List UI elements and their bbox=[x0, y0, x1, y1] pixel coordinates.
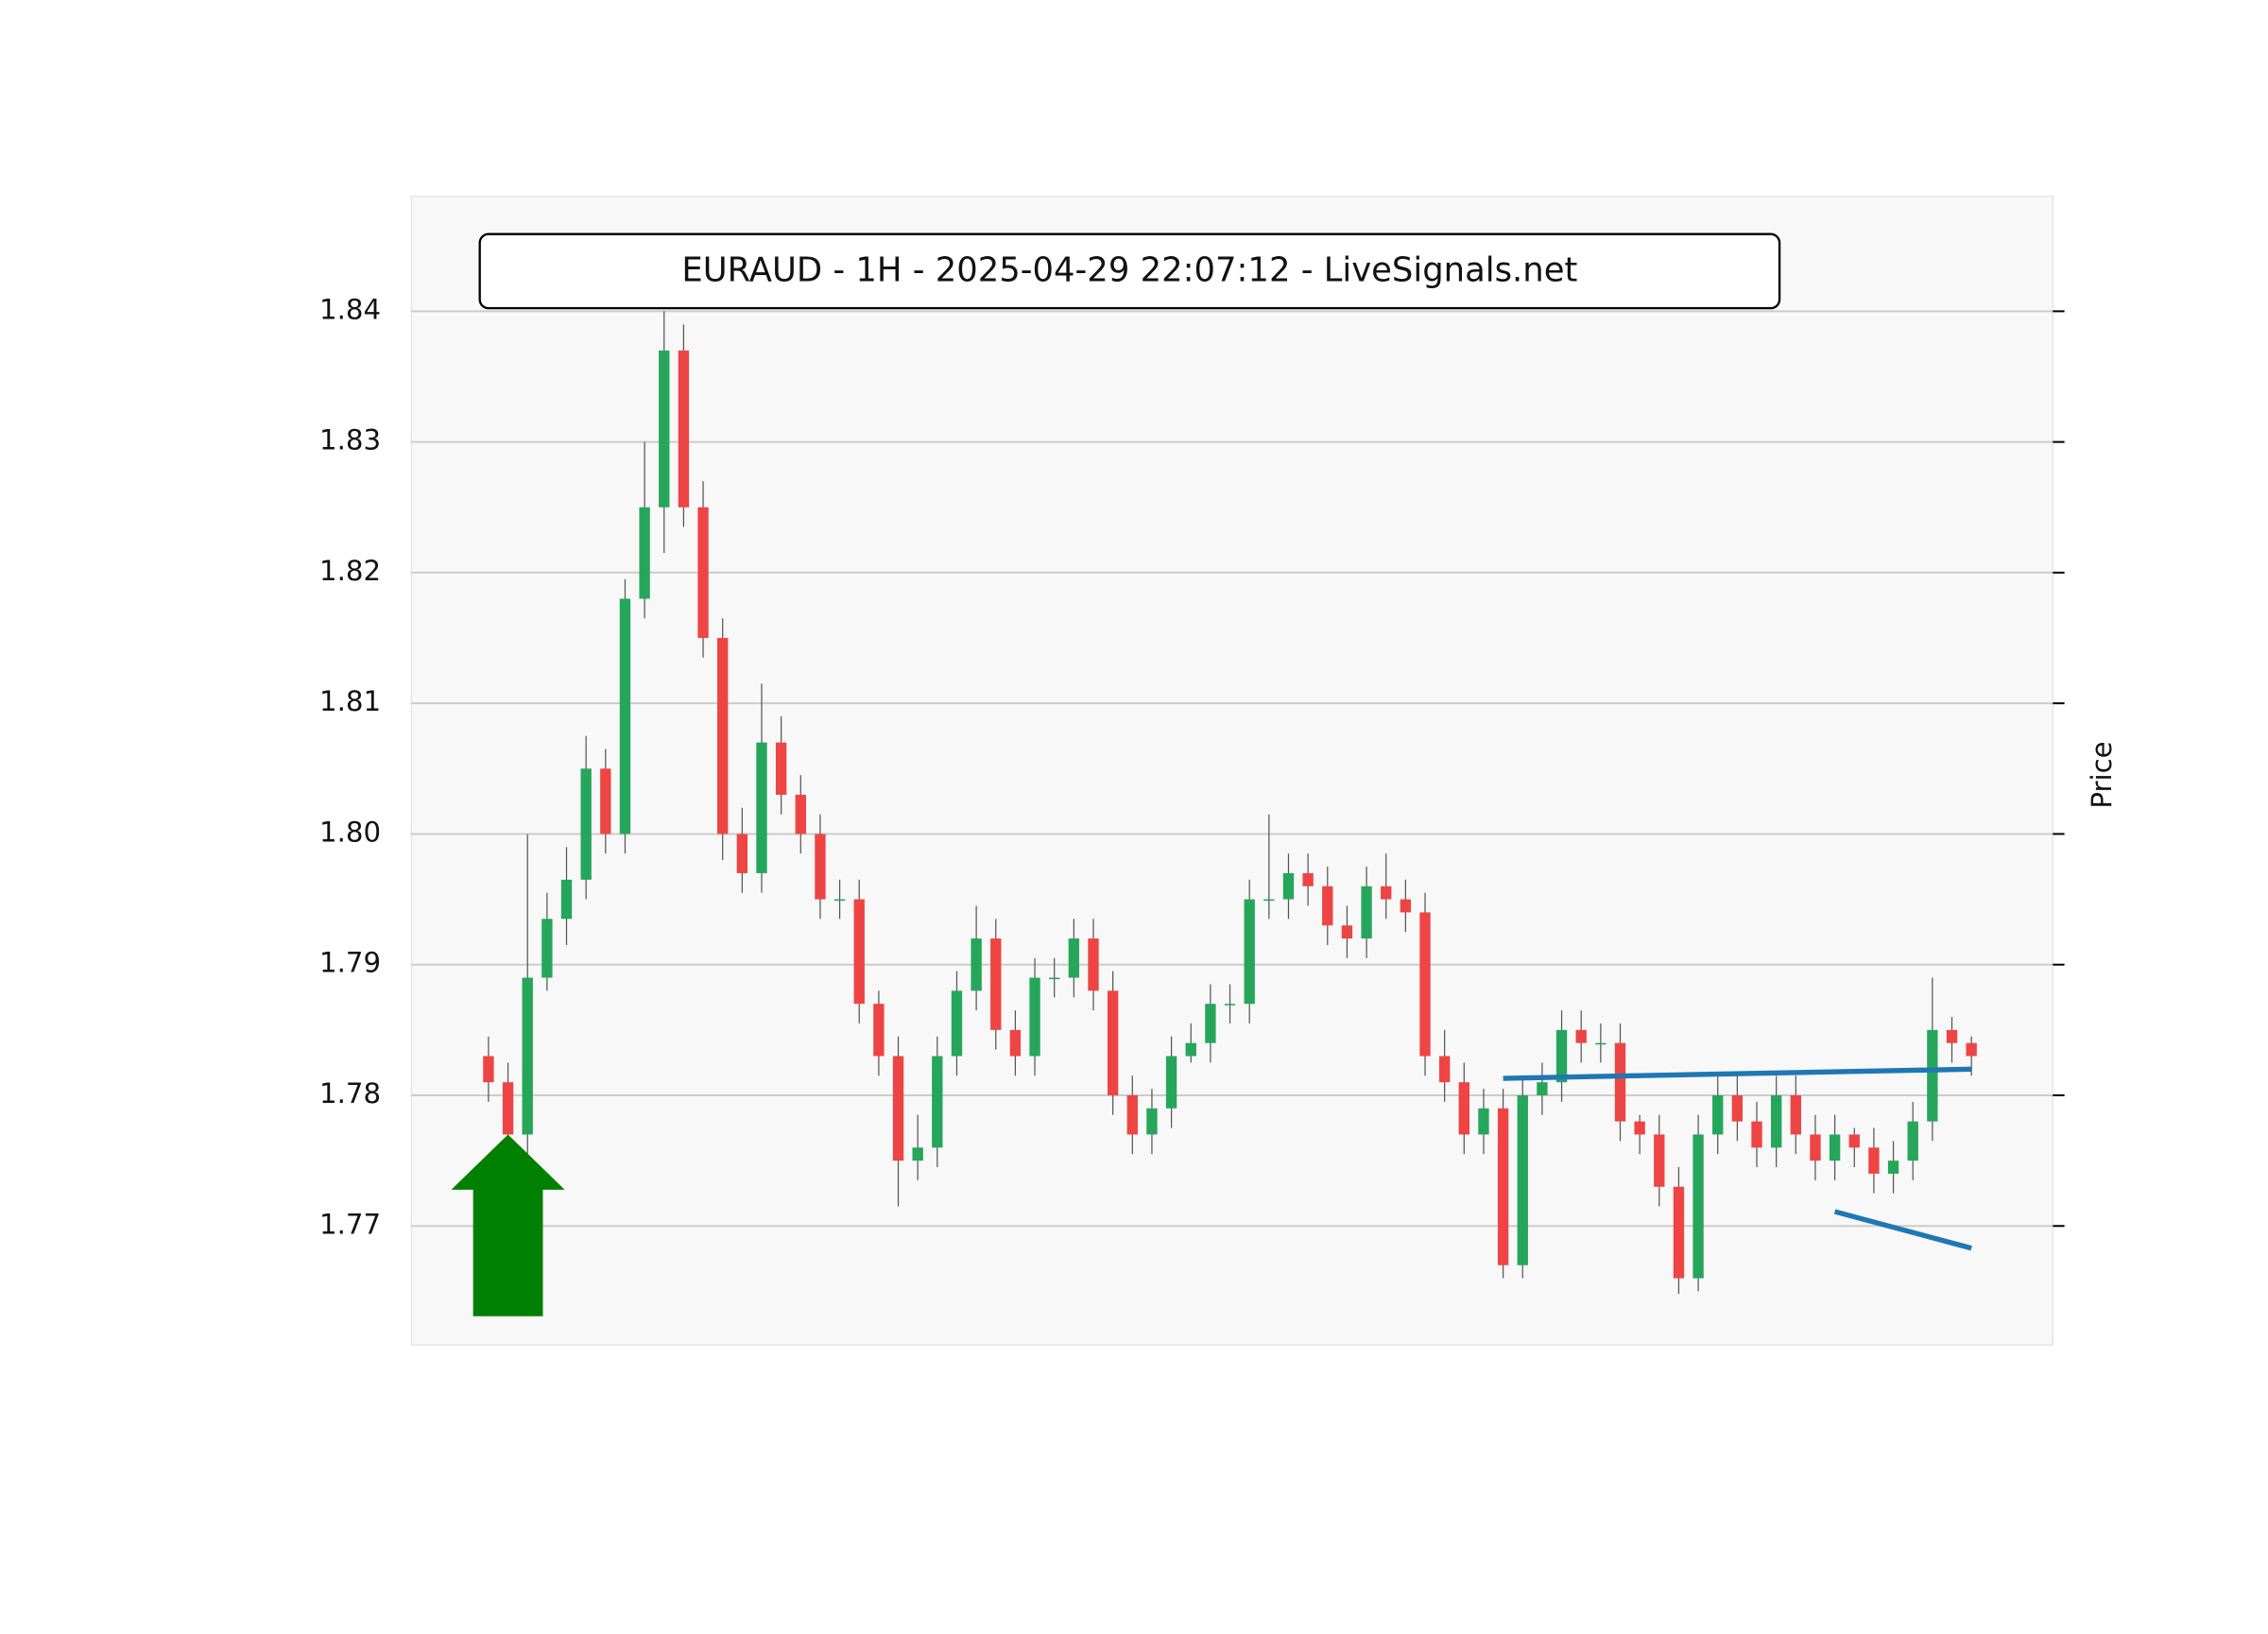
candle-body bbox=[483, 1056, 494, 1083]
candle-body bbox=[1810, 1134, 1821, 1161]
candle-body bbox=[1927, 1029, 1938, 1122]
candle-body bbox=[1946, 1029, 1958, 1043]
candle-body bbox=[1322, 886, 1333, 926]
candle-body bbox=[1029, 977, 1040, 1057]
candle-body bbox=[775, 742, 787, 795]
title-box bbox=[478, 232, 1781, 310]
candle-body bbox=[1009, 1029, 1022, 1057]
candle-body bbox=[932, 1056, 943, 1148]
candle-body bbox=[756, 742, 767, 873]
y-axis-label: Price bbox=[2086, 741, 2118, 808]
candle-body bbox=[522, 977, 533, 1135]
candle-body bbox=[1068, 938, 1080, 978]
candle-body bbox=[1478, 1108, 1489, 1135]
candle-body bbox=[795, 794, 806, 834]
candle-body bbox=[990, 938, 1002, 1030]
y-tick-label: 1.84 bbox=[319, 293, 381, 325]
candle-body bbox=[892, 1056, 904, 1161]
candle-body bbox=[1282, 872, 1295, 900]
candle-body bbox=[1126, 1094, 1138, 1135]
candle-body bbox=[873, 1004, 885, 1057]
candle-body bbox=[1146, 1108, 1158, 1135]
plot-area bbox=[410, 195, 2054, 1346]
candle-body bbox=[639, 507, 650, 599]
marks bbox=[451, 311, 1977, 1316]
candle-body bbox=[1595, 1042, 1606, 1045]
candle-body bbox=[815, 834, 826, 900]
y-tick-label: 1.78 bbox=[319, 1077, 381, 1109]
candle-body bbox=[580, 768, 592, 880]
candle-body bbox=[717, 638, 729, 834]
candle-body bbox=[1555, 1029, 1568, 1083]
candle-body bbox=[1517, 1094, 1528, 1265]
candle-body bbox=[1049, 977, 1060, 980]
candle-body bbox=[1848, 1134, 1860, 1148]
candle-body bbox=[1966, 1042, 1977, 1057]
candle-body bbox=[833, 899, 846, 902]
trendline bbox=[1503, 1066, 1972, 1081]
candle-body bbox=[1302, 872, 1314, 886]
candle-body bbox=[1537, 1082, 1548, 1095]
candle-body bbox=[1712, 1094, 1724, 1135]
candle-body bbox=[1381, 886, 1392, 900]
y-tick-label: 1.83 bbox=[319, 424, 381, 456]
candle-body bbox=[951, 990, 963, 1057]
candle-body bbox=[1263, 899, 1275, 902]
candle-body bbox=[560, 879, 573, 920]
candle-body bbox=[1205, 1004, 1216, 1043]
candle-body bbox=[1107, 990, 1119, 1095]
candle-body bbox=[1361, 886, 1372, 939]
candle-body bbox=[1185, 1042, 1196, 1057]
candle-body bbox=[619, 598, 631, 834]
candle-body bbox=[1731, 1094, 1744, 1122]
candle-body bbox=[1400, 899, 1412, 913]
chart-title: EURAUD - 1H - 2025-04-29 22:07:12 - Live… bbox=[681, 251, 1577, 290]
candle-body bbox=[1692, 1134, 1704, 1279]
candle-body bbox=[1868, 1147, 1880, 1174]
y-tick-label: 1.79 bbox=[319, 947, 381, 979]
candle-body bbox=[1165, 1056, 1177, 1109]
candle-body bbox=[912, 1147, 923, 1161]
y-tick-label: 1.77 bbox=[319, 1208, 381, 1240]
candle-body bbox=[1341, 925, 1353, 939]
candle-body bbox=[659, 350, 670, 507]
candle-body bbox=[1497, 1108, 1509, 1265]
y-tick-label: 1.81 bbox=[319, 685, 381, 717]
candle-body bbox=[1614, 1042, 1626, 1122]
signal-arrow bbox=[451, 1134, 565, 1316]
candle-body bbox=[1438, 1056, 1451, 1083]
candle-body bbox=[541, 919, 553, 978]
candle-body bbox=[1458, 1082, 1469, 1135]
candle-body bbox=[1634, 1121, 1645, 1135]
trendline bbox=[1833, 1209, 1972, 1251]
candle-body bbox=[853, 899, 865, 1005]
candle-body bbox=[1654, 1134, 1665, 1187]
candle-body bbox=[1244, 899, 1255, 1005]
candle-body bbox=[1224, 1004, 1236, 1006]
candle-body bbox=[678, 350, 690, 507]
candle-body bbox=[600, 768, 611, 834]
candle-body bbox=[502, 1082, 514, 1135]
candle-body bbox=[1829, 1134, 1841, 1161]
candle-body bbox=[971, 938, 982, 991]
candle-body bbox=[1751, 1121, 1762, 1148]
candle-body bbox=[1907, 1121, 1918, 1161]
candle-body bbox=[1790, 1094, 1802, 1135]
candle-body bbox=[1575, 1029, 1587, 1043]
candle-body bbox=[1419, 912, 1431, 1057]
candle-body bbox=[697, 507, 709, 639]
candle-body bbox=[1088, 938, 1099, 991]
candle-body bbox=[1770, 1094, 1782, 1148]
y-tick-label: 1.82 bbox=[319, 555, 381, 587]
candle-body bbox=[736, 834, 748, 873]
candle-body bbox=[1887, 1161, 1899, 1174]
candle-body bbox=[1673, 1186, 1685, 1279]
y-tick-label: 1.80 bbox=[319, 816, 381, 848]
